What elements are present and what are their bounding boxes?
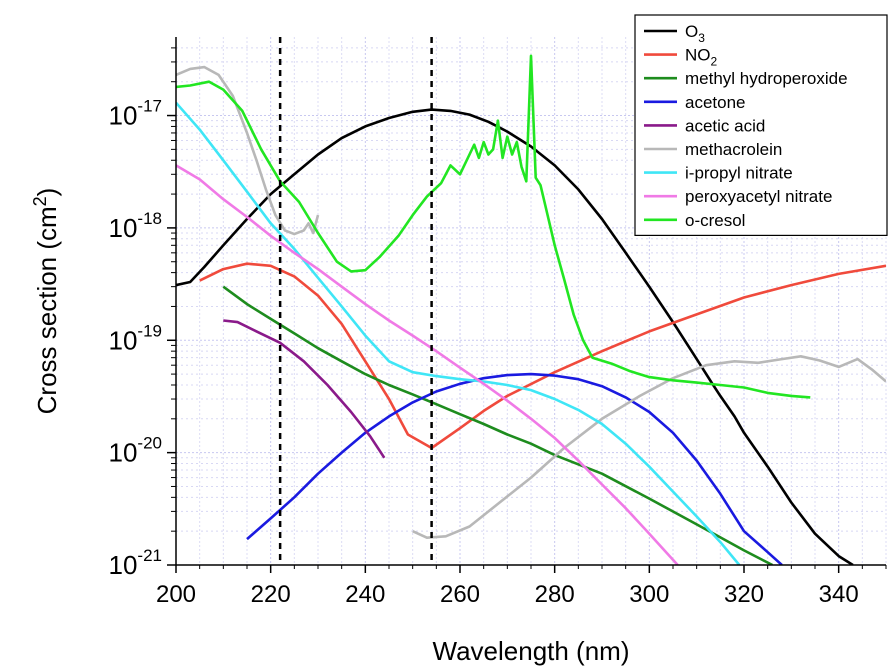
series-line-methyl-hydroperoxide (222, 285, 773, 565)
y-axis-label-superscript: 2 (30, 196, 50, 206)
legend-label-i-propyl-nitrate: i-propyl nitrate (685, 164, 793, 183)
x-tick-label: 240 (345, 581, 385, 608)
y-axis-label-main: Cross section (cm (32, 206, 62, 414)
series-line-o-cresol (176, 54, 811, 399)
y-tick-label: 10-21 (109, 546, 163, 580)
legend-label-acetone: acetone (685, 93, 746, 112)
reference-lines (278, 37, 433, 565)
series-line-peroxyacetyl-nitrate (176, 164, 679, 565)
x-tick-label: 300 (629, 581, 669, 608)
grid (175, 37, 887, 566)
legend-label-peroxyacetyl-nitrate: peroxyacetyl nitrate (685, 187, 832, 206)
series-line-i-propyl-nitrate (176, 101, 741, 565)
series-line-acetone (246, 372, 783, 565)
x-tick-label: 320 (724, 581, 764, 608)
x-tick-label: 340 (819, 581, 859, 608)
legend-label-o-cresol: o-cresol (685, 211, 745, 230)
legend-label-acetic-acid: acetic acid (685, 116, 765, 135)
legend-label-methacrolein: methacrolein (685, 140, 782, 159)
x-axis-label: Wavelength (nm) (433, 636, 630, 666)
legend-label-o3: O3 (685, 22, 705, 45)
x-tick-label: 220 (251, 581, 291, 608)
legend-label-methyl-hydroperoxide: methyl hydroperoxide (685, 69, 848, 88)
series-line-acetic-acid (223, 319, 386, 459)
y-axis-label: Cross section (cm2) (30, 188, 62, 415)
y-axis-label-end: ) (32, 188, 62, 197)
y-tick-label: 10-19 (109, 321, 163, 355)
series-line-no2 (199, 262, 886, 450)
x-tick-label: 280 (535, 581, 575, 608)
series-lines (176, 54, 886, 565)
x-tick-label: 260 (440, 581, 480, 608)
legend-label-no2: NO2 (685, 46, 718, 69)
series-line-methacrolein (412, 355, 886, 539)
y-tick-label: 10-18 (109, 209, 163, 243)
y-tick-label: 10-17 (109, 97, 163, 131)
y-tick-label: 10-20 (109, 434, 163, 468)
x-tick-label: 200 (156, 581, 196, 608)
axes: 200 220 240 260 280 300 320 340 10-21 10-20 10-19 1… (109, 37, 887, 608)
series-line-methacrolein (176, 65, 320, 236)
